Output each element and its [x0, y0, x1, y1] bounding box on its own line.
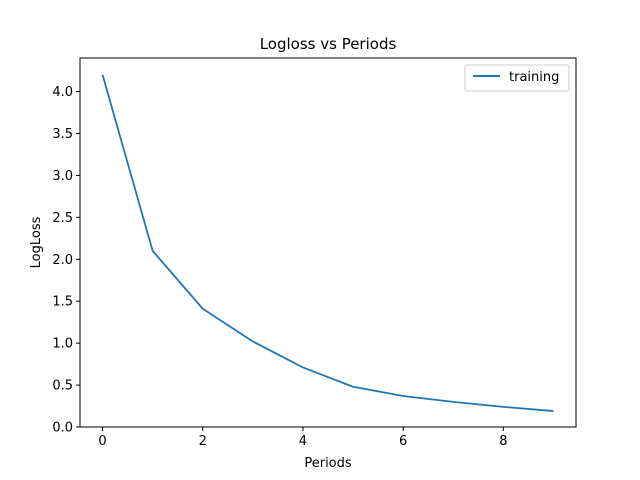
x-tick-label: 0: [98, 434, 106, 449]
plot-frame: [79, 57, 577, 428]
series-layer: [101, 74, 554, 412]
legend: training: [464, 64, 570, 92]
series-line-training: [101, 74, 554, 412]
y-tick-label: 4.0: [52, 85, 73, 100]
legend-box: [464, 64, 570, 92]
x-tick-label: 2: [199, 434, 207, 449]
y-tick-label: 2.5: [52, 211, 73, 226]
y-tick-label: 1.5: [52, 295, 73, 310]
y-tick-label: 0.5: [52, 379, 73, 394]
y-axis-label: LogLoss: [29, 216, 44, 268]
x-axis: 0 2 4 6 8: [98, 427, 507, 449]
y-tick-label: 1.0: [52, 337, 73, 352]
y-tick-label: 0.0: [52, 421, 73, 436]
x-tick-label: 6: [399, 434, 407, 449]
x-tick-label: 4: [299, 434, 307, 449]
legend-entry-training: training: [509, 70, 559, 85]
y-tick-label: 3.0: [52, 169, 73, 184]
y-axis: 0.0 0.5 1.0 1.5 2.0 2.5 3.0 3.5 4.0: [52, 85, 80, 436]
x-tick-label: 8: [499, 434, 507, 449]
chart-title: Logloss vs Periods: [260, 35, 397, 53]
x-axis-label: Periods: [304, 456, 352, 471]
y-tick-label: 3.5: [52, 127, 73, 142]
y-tick-label: 2.0: [52, 253, 73, 268]
